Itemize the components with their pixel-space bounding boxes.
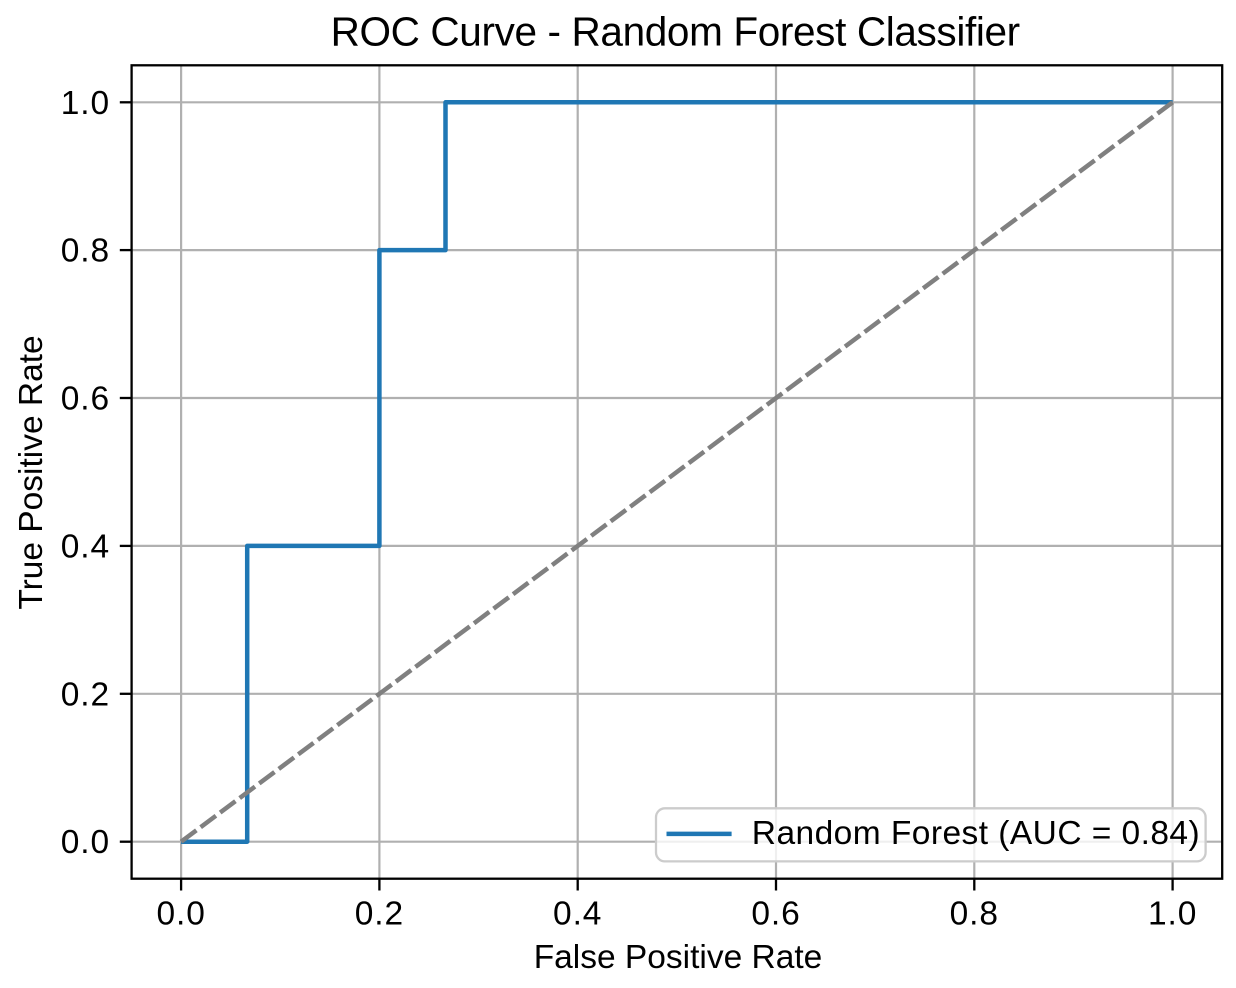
svg-text:0.8: 0.8 <box>61 233 110 270</box>
svg-text:0.2: 0.2 <box>355 895 404 932</box>
svg-text:0.8: 0.8 <box>950 895 999 932</box>
svg-text:0.4: 0.4 <box>553 895 602 932</box>
svg-text:True Positive Rate: True Positive Rate <box>13 335 50 609</box>
svg-text:1.0: 1.0 <box>61 85 110 122</box>
svg-text:0.0: 0.0 <box>156 895 205 932</box>
svg-text:Random Forest (AUC = 0.84): Random Forest (AUC = 0.84) <box>752 815 1200 852</box>
svg-text:0.0: 0.0 <box>61 824 110 861</box>
svg-text:0.6: 0.6 <box>751 895 800 932</box>
svg-text:1.0: 1.0 <box>1148 895 1197 932</box>
svg-text:0.4: 0.4 <box>61 528 110 565</box>
svg-text:ROC Curve - Random Forest Clas: ROC Curve - Random Forest Classifier <box>331 9 1020 55</box>
svg-text:0.2: 0.2 <box>61 676 110 713</box>
svg-text:0.6: 0.6 <box>61 381 110 418</box>
svg-text:False Positive Rate: False Positive Rate <box>534 939 823 976</box>
